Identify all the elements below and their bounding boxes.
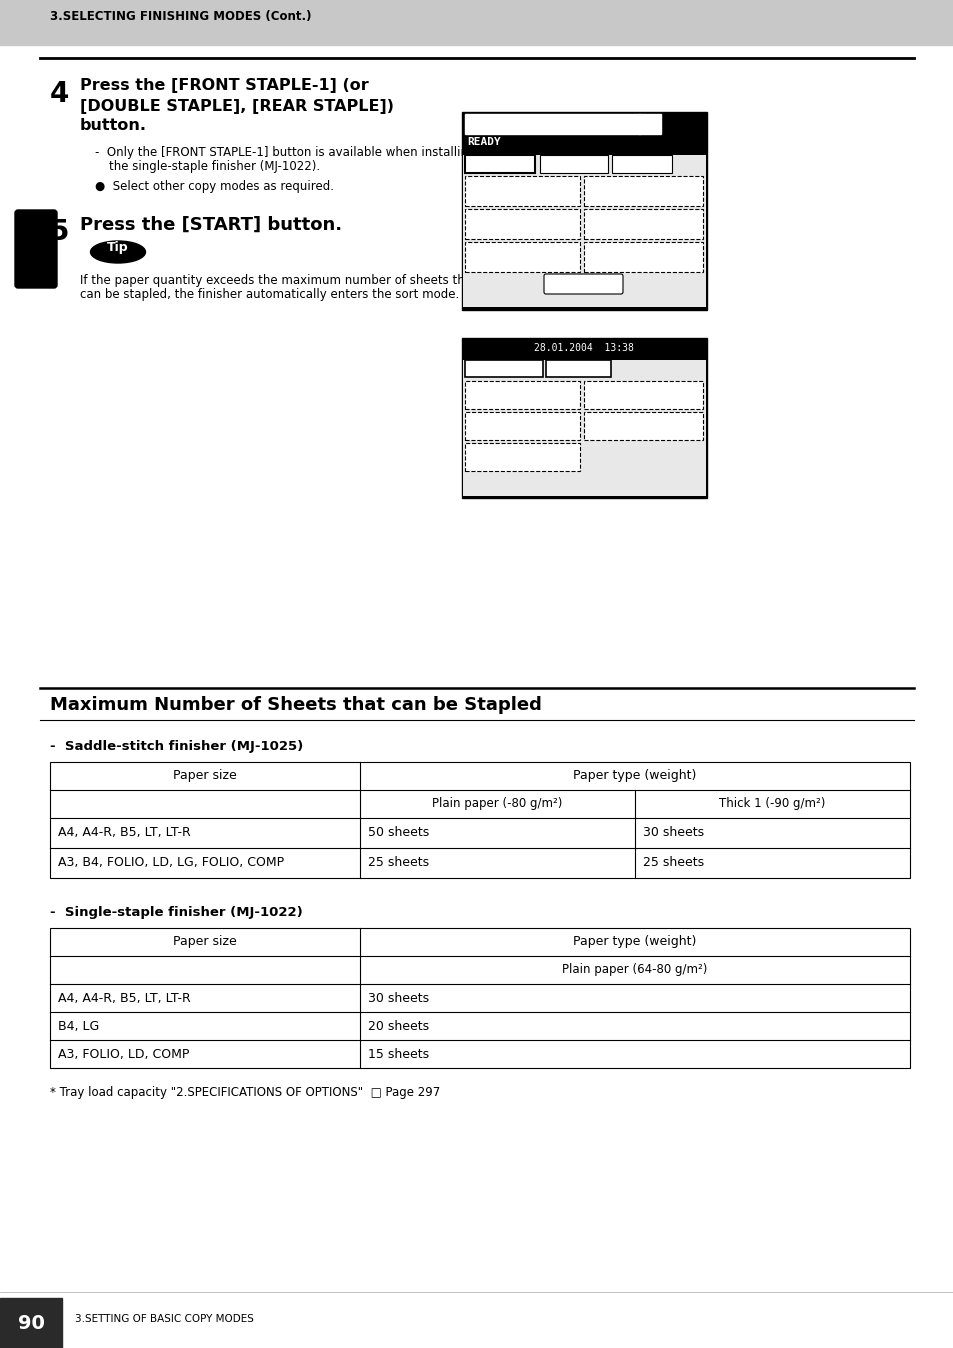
Text: Plain paper (-80 g/m²): Plain paper (-80 g/m²) <box>432 797 561 810</box>
Text: 50 sheets: 50 sheets <box>368 826 429 838</box>
Text: APS: APS <box>663 117 680 127</box>
Text: 1: 1 <box>646 117 654 129</box>
Text: 5: 5 <box>50 218 70 245</box>
Bar <box>0 1291 953 1348</box>
Text: 4: 4 <box>50 80 70 108</box>
Text: NON-SORT: NON-SORT <box>500 182 543 191</box>
Text: -  Only the [FRONT STAPLE-1] button is available when installing: - Only the [FRONT STAPLE-1] button is av… <box>95 146 475 159</box>
Text: A4, A4-R, B5, LT, LT-R: A4, A4-R, B5, LT, LT-R <box>58 992 191 1006</box>
Text: 3.SELECTING FINISHING MODES (Cont.): 3.SELECTING FINISHING MODES (Cont.) <box>50 9 312 23</box>
Bar <box>461 112 706 310</box>
Text: If the paper quantity exceeds the maximum number of sheets that: If the paper quantity exceeds the maximu… <box>80 274 476 287</box>
FancyBboxPatch shape <box>543 274 622 294</box>
Text: Maximum Number of Sheets that can be Stapled: Maximum Number of Sheets that can be Sta… <box>50 696 541 714</box>
Bar <box>464 360 542 377</box>
Bar <box>464 443 579 470</box>
Text: 28.01.2004  13:38: 28.01.2004 13:38 <box>534 342 634 353</box>
Text: [DOUBLE STAPLE], [REAR STAPLE]): [DOUBLE STAPLE], [REAR STAPLE]) <box>80 98 394 115</box>
Text: ROTATE SORT: ROTATE SORT <box>613 391 672 400</box>
Bar <box>464 243 579 272</box>
Bar <box>0 0 953 44</box>
Text: -  Saddle-stitch finisher (MJ-1025): - Saddle-stitch finisher (MJ-1025) <box>50 740 303 754</box>
Text: Paper size: Paper size <box>172 936 236 948</box>
Text: Paper type (weight): Paper type (weight) <box>573 936 696 948</box>
Bar <box>462 360 705 496</box>
Text: GROUP: GROUP <box>508 391 535 400</box>
Bar <box>612 155 671 173</box>
Text: RETURN: RETURN <box>566 280 598 288</box>
Bar <box>464 155 535 173</box>
Bar <box>50 927 909 1068</box>
Bar <box>583 381 702 408</box>
Ellipse shape <box>91 241 146 263</box>
Bar <box>639 115 660 133</box>
Text: IMAGE: IMAGE <box>558 159 588 168</box>
Bar <box>583 177 702 206</box>
Bar <box>583 209 702 239</box>
Text: -  Single-staple finisher (MJ-1022): - Single-staple finisher (MJ-1022) <box>50 906 302 919</box>
Text: REAR STAPLE: REAR STAPLE <box>492 422 551 431</box>
Text: A3, FOLIO, LD, COMP: A3, FOLIO, LD, COMP <box>58 1047 190 1061</box>
Text: E-FILING/FILE: E-FILING/FILE <box>471 363 536 372</box>
Text: ●  Select other copy modes as required.: ● Select other copy modes as required. <box>95 181 334 193</box>
Text: NON-STAPLE: NON-STAPLE <box>495 190 548 200</box>
Bar <box>583 243 702 272</box>
Text: & SADDLE STITCH: & SADDLE STITCH <box>608 256 677 266</box>
Text: MAGAZINE SORT: MAGAZINE SORT <box>489 253 554 263</box>
Text: the single-staple finisher (MJ-1022).: the single-staple finisher (MJ-1022). <box>109 160 320 173</box>
Text: Plain paper (64-80 g/m²): Plain paper (64-80 g/m²) <box>561 962 707 976</box>
Bar <box>464 381 579 408</box>
Bar <box>464 412 579 439</box>
Text: 15 sheets: 15 sheets <box>368 1047 429 1061</box>
Text: 90: 90 <box>17 1314 45 1333</box>
Text: HOLE PUNCH: HOLE PUNCH <box>616 422 669 431</box>
Text: * Tray load capacity "2.SPECIFICATIONS OF OPTIONS"  □ Page 297: * Tray load capacity "2.SPECIFICATIONS O… <box>50 1086 439 1099</box>
Text: Press the [START] button.: Press the [START] button. <box>80 216 342 235</box>
Bar <box>539 155 607 173</box>
Bar <box>583 412 702 439</box>
Text: 20 sheets: 20 sheets <box>368 1020 429 1033</box>
Text: Thick 1 (-90 g/m²): Thick 1 (-90 g/m²) <box>718 797 824 810</box>
Text: 30 sheets: 30 sheets <box>642 826 703 838</box>
Text: B4, LG: B4, LG <box>58 1020 99 1033</box>
Text: SORT: SORT <box>632 187 653 197</box>
Text: can be stapled, the finisher automatically enters the sort mode.: can be stapled, the finisher automatical… <box>80 288 458 301</box>
Text: 25 sheets: 25 sheets <box>642 856 703 869</box>
Text: A3, B4, FOLIO, LD, LG, FOLIO, COMP: A3, B4, FOLIO, LD, LG, FOLIO, COMP <box>58 856 284 869</box>
Text: 30 sheets: 30 sheets <box>368 992 429 1006</box>
FancyBboxPatch shape <box>15 210 57 288</box>
Text: Paper type (weight): Paper type (weight) <box>573 768 696 782</box>
Text: 3.SETTING OF BASIC COPY MODES: 3.SETTING OF BASIC COPY MODES <box>75 1314 253 1324</box>
Text: SETTINGS: SETTINGS <box>558 363 598 372</box>
Bar <box>0 1298 62 1348</box>
Bar <box>464 209 579 239</box>
Text: SADDLE STITCH: SADDLE STITCH <box>489 453 554 462</box>
Text: Press the [FRONT STAPLE-1] (or: Press the [FRONT STAPLE-1] (or <box>80 78 369 93</box>
Bar <box>461 338 706 497</box>
Text: DOUBLE STAPLE: DOUBLE STAPLE <box>610 221 675 229</box>
Text: Paper size: Paper size <box>172 768 236 782</box>
Text: EDIT: EDIT <box>630 159 653 168</box>
Bar <box>50 762 909 878</box>
Text: BASIC: BASIC <box>485 159 515 168</box>
Bar <box>464 177 579 206</box>
Text: button.: button. <box>80 119 147 133</box>
Text: READY: READY <box>467 137 500 147</box>
Text: 100  %: 100 % <box>470 117 515 129</box>
Bar <box>464 115 639 133</box>
Text: Tip: Tip <box>107 240 129 253</box>
Text: MAGAZINE SORT: MAGAZINE SORT <box>612 248 673 257</box>
Text: A4, A4-R, B5, LT, LT-R: A4, A4-R, B5, LT, LT-R <box>58 826 191 838</box>
Text: 25 sheets: 25 sheets <box>368 856 429 869</box>
Bar <box>545 360 610 377</box>
Bar <box>462 155 705 307</box>
Text: FRONT STAPLE: FRONT STAPLE <box>489 221 554 229</box>
